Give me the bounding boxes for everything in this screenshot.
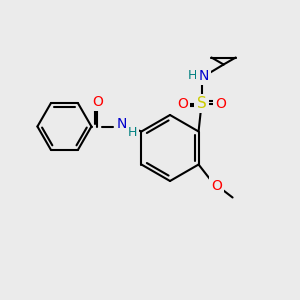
Text: O: O: [92, 94, 103, 109]
Text: N: N: [198, 68, 209, 83]
Text: O: O: [211, 178, 222, 193]
Text: H: H: [188, 69, 197, 82]
Text: O: O: [177, 97, 188, 110]
Text: O: O: [215, 97, 226, 110]
Text: S: S: [197, 96, 206, 111]
Text: N: N: [116, 116, 127, 130]
Text: H: H: [128, 126, 137, 139]
